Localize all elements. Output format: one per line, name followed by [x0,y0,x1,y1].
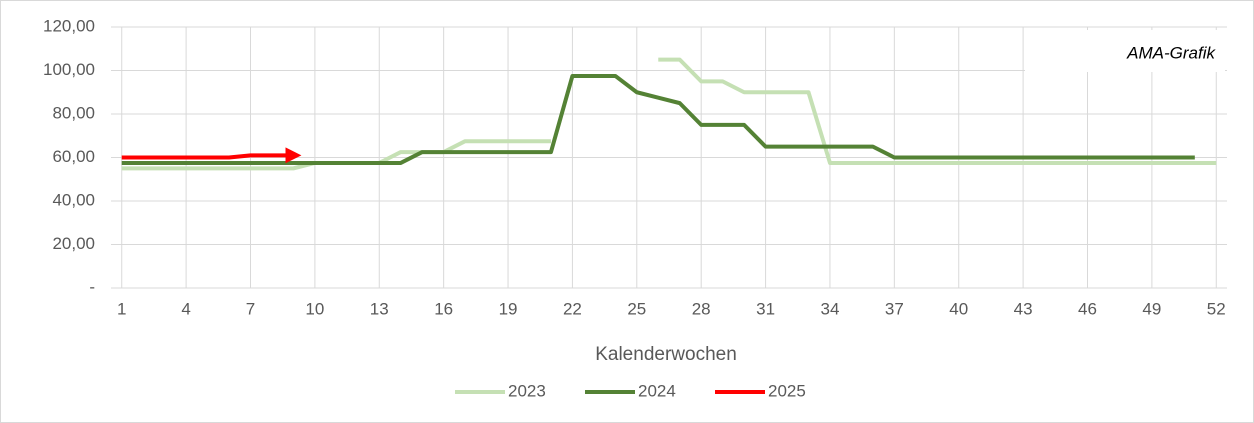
x-tick-label: 25 [627,299,646,318]
legend-label: 2024 [638,381,676,400]
x-tick-label: 40 [949,299,968,318]
x-tick-label: 10 [305,299,324,318]
x-tick-label: 13 [370,299,389,318]
x-tick-label: 16 [434,299,453,318]
x-axis-label: Kalenderwochen [595,344,737,365]
x-tick-label: 49 [1142,299,1161,318]
x-tick-label: 34 [821,299,840,318]
y-tick-label: 80,00 [52,103,95,122]
y-tick-label: 100,00 [43,60,95,79]
x-tick-label: 43 [1014,299,1033,318]
y-tick-label: 40,00 [52,190,95,209]
x-tick-label: 31 [756,299,775,318]
y-tick-label: 120,00 [43,16,95,35]
x-tick-label: 19 [499,299,518,318]
x-tick-label: 37 [885,299,904,318]
annotation-box [1025,30,1225,72]
x-tick-label: 22 [563,299,582,318]
annotation: AMA-Grafik [1126,43,1216,62]
series-line [121,147,302,164]
x-tick-label: 7 [246,299,255,318]
y-tick-label: - [89,277,95,296]
y-tick-label: 60,00 [52,147,95,166]
legend-label: 2025 [768,381,806,400]
x-tick-label: 28 [692,299,711,318]
x-tick-label: 52 [1207,299,1226,318]
x-tick-label: 1 [117,299,126,318]
x-tick-label: 46 [1078,299,1097,318]
legend-label: 2023 [508,381,546,400]
y-tick-label: 20,00 [52,234,95,253]
x-tick-label: 4 [181,299,190,318]
